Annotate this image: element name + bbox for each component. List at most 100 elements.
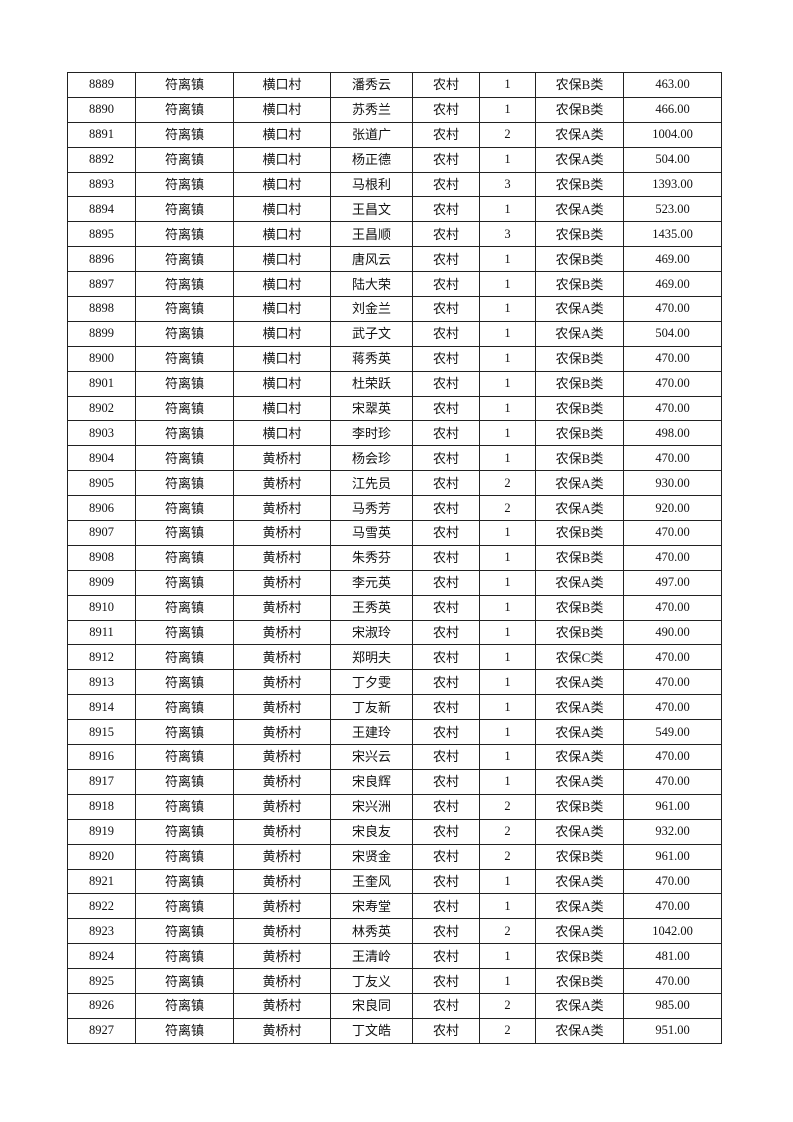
table-row: 8920 符离镇 黄桥村 宋贤金 农村 2 农保B类 961.00 (67, 843, 722, 870)
cell-name: 宋良友 (330, 818, 413, 845)
cell-town: 符离镇 (135, 644, 234, 671)
cell-amount: 1435.00 (623, 221, 722, 248)
table-row: 8903 符离镇 横口村 李时珍 农村 1 农保B类 498.00 (67, 420, 722, 447)
cell-household-type: 农村 (412, 395, 480, 422)
cell-town: 符离镇 (135, 370, 234, 397)
cell-insurance-category: 农保B类 (535, 72, 624, 98)
cell-insurance-category: 农保B类 (535, 96, 624, 123)
table-row: 8889 符离镇 横口村 潘秀云 农村 1 农保B类 463.00 (67, 72, 722, 98)
cell-household-type: 农村 (412, 271, 480, 298)
cell-amount: 1042.00 (623, 918, 722, 945)
cell-row-number: 8896 (67, 246, 136, 273)
cell-household-type: 农村 (412, 992, 480, 1019)
cell-name: 杨会珍 (330, 445, 413, 472)
cell-name: 宋翠英 (330, 395, 413, 422)
cell-name: 陆大荣 (330, 271, 413, 298)
table-row: 8916 符离镇 黄桥村 宋兴云 农村 1 农保A类 470.00 (67, 744, 722, 770)
cell-insurance-category: 农保B类 (535, 520, 624, 546)
cell-row-number: 8926 (67, 992, 136, 1019)
cell-amount: 504.00 (623, 146, 722, 173)
cell-row-number: 8893 (67, 171, 136, 198)
cell-village: 横口村 (233, 171, 331, 198)
table-row: 8892 符离镇 横口村 杨正德 农村 1 农保A类 504.00 (67, 146, 722, 173)
cell-amount: 470.00 (623, 296, 722, 322)
cell-town: 符离镇 (135, 968, 234, 994)
cell-household-type: 农村 (412, 619, 480, 646)
cell-person-count: 1 (479, 320, 536, 347)
cell-insurance-category: 农保A类 (535, 818, 624, 845)
cell-insurance-category: 农保B类 (535, 271, 624, 298)
cell-household-type: 农村 (412, 569, 480, 596)
cell-household-type: 农村 (412, 594, 480, 621)
table-row: 8890 符离镇 横口村 苏秀兰 农村 1 农保B类 466.00 (67, 96, 722, 123)
cell-village: 黄桥村 (233, 569, 331, 596)
cell-name: 宋兴云 (330, 744, 413, 770)
cell-amount: 961.00 (623, 843, 722, 870)
cell-row-number: 8892 (67, 146, 136, 173)
cell-row-number: 8921 (67, 868, 136, 895)
cell-village: 黄桥村 (233, 669, 331, 696)
cell-row-number: 8908 (67, 544, 136, 571)
cell-amount: 470.00 (623, 694, 722, 721)
cell-village: 黄桥村 (233, 893, 331, 920)
cell-name: 刘金兰 (330, 296, 413, 322)
cell-village: 黄桥村 (233, 992, 331, 1019)
cell-name: 朱秀芬 (330, 544, 413, 571)
cell-row-number: 8889 (67, 72, 136, 98)
cell-row-number: 8927 (67, 1017, 136, 1044)
cell-name: 宋贤金 (330, 843, 413, 870)
cell-row-number: 8922 (67, 893, 136, 920)
cell-row-number: 8924 (67, 943, 136, 970)
cell-amount: 470.00 (623, 669, 722, 696)
cell-person-count: 1 (479, 296, 536, 322)
cell-amount: 961.00 (623, 793, 722, 820)
cell-name: 蒋秀英 (330, 345, 413, 372)
cell-amount: 932.00 (623, 818, 722, 845)
cell-person-count: 1 (479, 569, 536, 596)
table-row: 8921 符离镇 黄桥村 王奎风 农村 1 农保A类 470.00 (67, 868, 722, 895)
cell-village: 横口村 (233, 121, 331, 148)
cell-person-count: 2 (479, 992, 536, 1019)
cell-person-count: 1 (479, 594, 536, 621)
table-row: 8922 符离镇 黄桥村 宋寿堂 农村 1 农保A类 470.00 (67, 893, 722, 920)
cell-person-count: 3 (479, 221, 536, 248)
cell-amount: 523.00 (623, 196, 722, 223)
cell-row-number: 8905 (67, 470, 136, 497)
cell-insurance-category: 农保A类 (535, 992, 624, 1019)
cell-name: 王建玲 (330, 719, 413, 746)
cell-name: 李元英 (330, 569, 413, 596)
cell-town: 符离镇 (135, 544, 234, 571)
cell-amount: 470.00 (623, 594, 722, 621)
cell-name: 江先员 (330, 470, 413, 497)
cell-name: 马雪英 (330, 520, 413, 546)
cell-amount: 490.00 (623, 619, 722, 646)
cell-town: 符离镇 (135, 569, 234, 596)
cell-town: 符离镇 (135, 246, 234, 273)
table-row: 8924 符离镇 黄桥村 王清岭 农村 1 农保B类 481.00 (67, 943, 722, 970)
cell-town: 符离镇 (135, 445, 234, 472)
cell-row-number: 8909 (67, 569, 136, 596)
cell-household-type: 农村 (412, 968, 480, 994)
cell-household-type: 农村 (412, 196, 480, 223)
cell-row-number: 8890 (67, 96, 136, 123)
cell-row-number: 8914 (67, 694, 136, 721)
cell-person-count: 1 (479, 420, 536, 447)
cell-insurance-category: 农保B类 (535, 594, 624, 621)
cell-person-count: 1 (479, 345, 536, 372)
cell-insurance-category: 农保A类 (535, 470, 624, 497)
cell-person-count: 1 (479, 271, 536, 298)
cell-row-number: 8906 (67, 495, 136, 522)
cell-town: 符离镇 (135, 196, 234, 223)
cell-amount: 470.00 (623, 395, 722, 422)
cell-household-type: 农村 (412, 1017, 480, 1044)
cell-row-number: 8897 (67, 271, 136, 298)
cell-person-count: 1 (479, 943, 536, 970)
cell-person-count: 1 (479, 370, 536, 397)
cell-name: 马秀芳 (330, 495, 413, 522)
cell-person-count: 1 (479, 619, 536, 646)
table-row: 8927 符离镇 黄桥村 丁文皓 农村 2 农保A类 951.00 (67, 1017, 722, 1044)
cell-town: 符离镇 (135, 221, 234, 248)
table-row: 8915 符离镇 黄桥村 王建玲 农村 1 农保A类 549.00 (67, 719, 722, 746)
cell-person-count: 1 (479, 395, 536, 422)
cell-village: 黄桥村 (233, 818, 331, 845)
